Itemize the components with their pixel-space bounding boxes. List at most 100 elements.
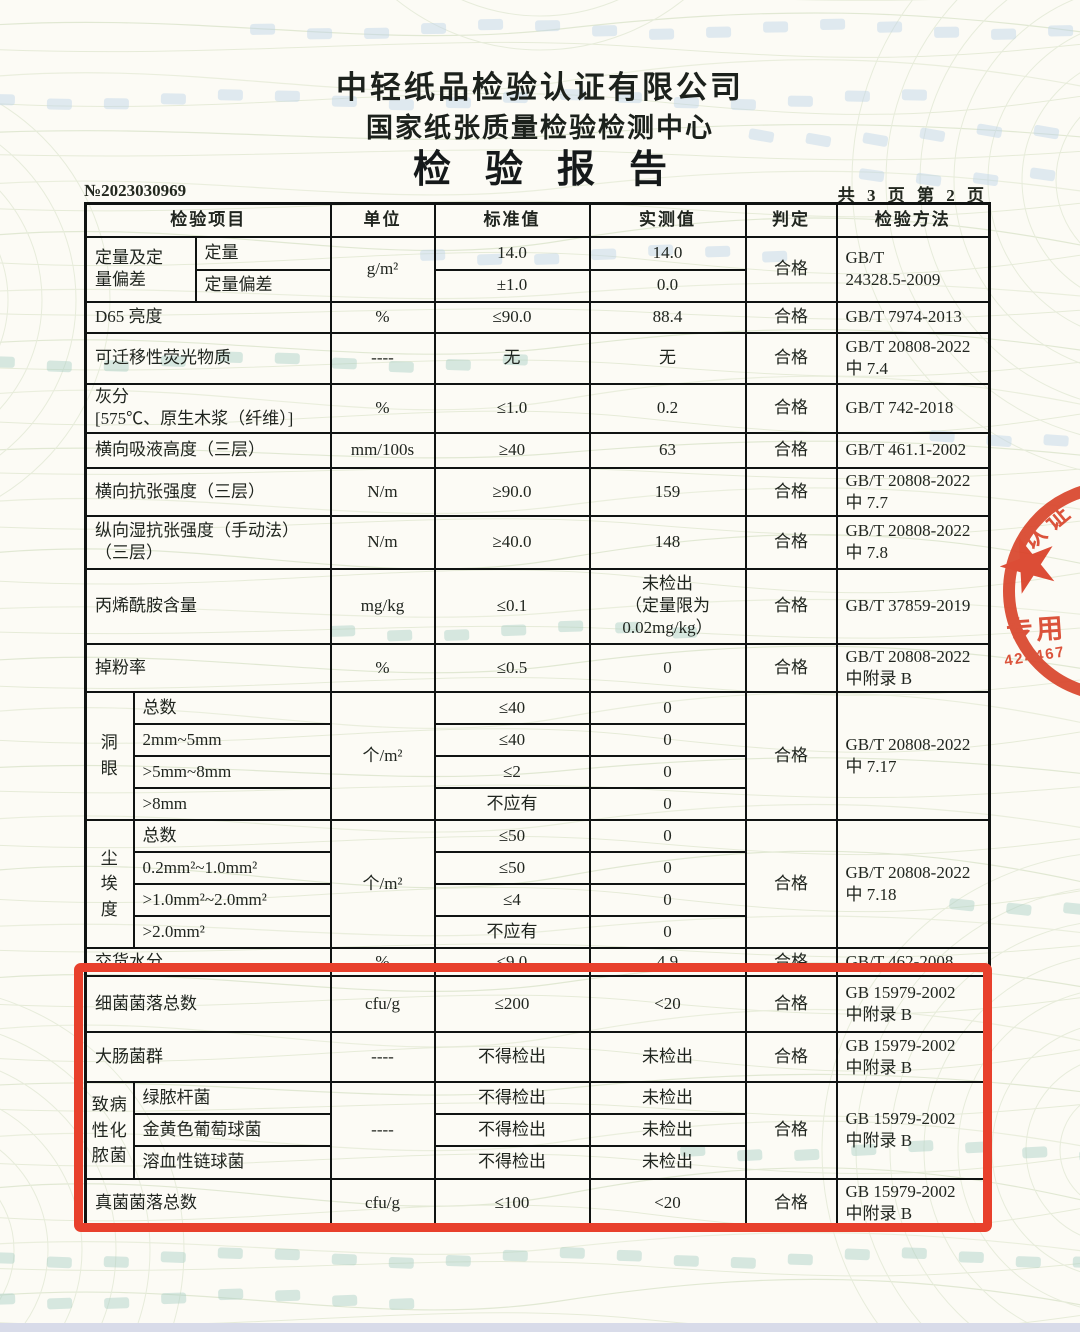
red-highlight-box bbox=[74, 963, 992, 1232]
table-cell: % bbox=[329, 382, 436, 434]
table-row: 洞 眼总数 个/m² ≤40 0 合格 GB/T 20808-2022 中 7.17 bbox=[84, 690, 991, 821]
table-cell: ≤4 bbox=[433, 882, 591, 917]
table-cell: 灰分 [575℃、原生木浆（纤维）] bbox=[84, 382, 332, 434]
table-row: D65 亮度% ≤90.0 88.4 合格 GB/T 7974-2013 bbox=[84, 300, 991, 334]
table-cell: 掉粉率 bbox=[84, 642, 332, 693]
table-cell: 致病 性化 脓菌 bbox=[84, 1080, 135, 1180]
table-cell: 尘 埃 度 bbox=[84, 818, 135, 949]
table-row: 可迁移性荧光物质 ---- 无无合格 GB/T 20808-2022 中 7.4 bbox=[84, 331, 991, 385]
report-title: 检验报告 bbox=[412, 149, 701, 191]
table-cell: GB/T 461.1-2002 bbox=[835, 431, 991, 469]
table-row: 金黄色葡萄球菌 不得检出 未检出 bbox=[86, 1112, 990, 1147]
table-row: 定量及定 量偏差 定量 g/m² 14.0 14.0 合格 GB/T 24328.5-200… bbox=[84, 235, 991, 303]
table-cell: 未检出 （定量限为 0.02mg/kg） bbox=[588, 567, 747, 645]
table-cell: 大肠菌群 bbox=[84, 1030, 332, 1083]
table-cell: ≤0.5 bbox=[433, 642, 591, 693]
table-row: >2.0mm² 不应有 0 bbox=[86, 914, 990, 949]
scan-edge-strip bbox=[0, 1323, 1080, 1332]
table-row: 致病 性化 脓菌 绿脓杆菌 ---- 不得检出 未检出 合格 GB 15979-2002 中… bbox=[84, 1080, 991, 1180]
table-cell: 0 bbox=[588, 850, 747, 885]
stamp-label: 专用 bbox=[1005, 612, 1068, 648]
table-cell: ---- bbox=[329, 1080, 436, 1180]
table-cell: 不得检出 bbox=[433, 1030, 591, 1083]
table-cell: 2mm~5mm bbox=[132, 722, 332, 757]
table-cell: 0 bbox=[588, 882, 747, 917]
table-cell: 不应有 bbox=[433, 786, 591, 821]
table-row: 尘 埃 度总数 个/m² ≤50 0 合格 GB/T 20808-2022 中 7.18 bbox=[84, 818, 991, 949]
table-cell: % bbox=[329, 300, 436, 334]
table-cell: GB 15979-2002 中附录 B bbox=[835, 1030, 991, 1083]
report-table: 检验项目 单位 标准值 实测值 判定 检验方法 定量及定 量偏差 定量 g/m² 14.0 14.0… bbox=[84, 202, 991, 1230]
table-cell: 总数 bbox=[132, 690, 332, 725]
table-cell: 148 bbox=[588, 514, 747, 570]
table-cell: GB/T 20808-2022 中 7.18 bbox=[835, 818, 991, 949]
table-row: 横向吸液高度（三层） mm/100s ≥40 63 合格 GB/T 461.1-2002 bbox=[84, 431, 991, 469]
table-cell: ≤40 bbox=[433, 690, 591, 725]
table-cell: GB/T 7974-2013 bbox=[835, 300, 991, 334]
table-cell: 合格 bbox=[744, 567, 838, 645]
table-row: 真菌菌落总数 cfu/g ≤100 <20 合格 GB 15979-2002 中附录 B bbox=[84, 1177, 991, 1229]
table-cell: cfu/g bbox=[329, 974, 436, 1033]
table-row: 纵向湿抗张强度（手动法） （三层） N/m ≥40.0 148 合格 GB/T 20808… bbox=[84, 514, 991, 570]
company-title: 中轻纸品检验认证有限公司 bbox=[336, 70, 744, 105]
table-cell: >2.0mm² bbox=[132, 914, 332, 949]
table-cell: ≤50 bbox=[433, 850, 591, 885]
table-cell: 159 bbox=[588, 466, 747, 517]
table-row: >5mm~8mm ≤2 0 bbox=[86, 754, 990, 789]
table-header-cell: 检验项目 bbox=[84, 202, 332, 238]
table-header-cell: 标准值 bbox=[433, 202, 591, 238]
table-cell: 合格 bbox=[744, 1030, 838, 1083]
table-cell: GB/T 20808-2022 中 7.17 bbox=[835, 690, 991, 821]
table-cell: mg/kg bbox=[329, 567, 436, 645]
table-cell: >5mm~8mm bbox=[132, 754, 332, 789]
table-cell: 未检出 bbox=[588, 1080, 747, 1115]
table-cell: N/m bbox=[329, 466, 436, 517]
table-cell: GB 15979-2002 中附录 B bbox=[835, 1177, 991, 1229]
table-cell: ---- bbox=[329, 331, 436, 385]
table-cell: ≤40 bbox=[433, 722, 591, 757]
table-row: 溶血性链球菌 不得检出 未检出 bbox=[86, 1144, 990, 1180]
table-row: 2mm~5mm ≤40 0 bbox=[86, 722, 990, 757]
certification-stamp: 认证 ★ 专用 424467 bbox=[1000, 476, 1080, 708]
table-row: 横向抗张强度（三层） N/m ≥90.0 159 合格 GB/T 20808-2022 中… bbox=[84, 466, 991, 517]
table-row: 大肠菌群 ---- 不得检出 未检出 合格 GB 15979-2002 中附录 B bbox=[84, 1030, 991, 1083]
table-cell: 14.0 bbox=[433, 235, 591, 271]
table-cell: 0 bbox=[588, 786, 747, 821]
table-row: 掉粉率% ≤0.5 0 合格 GB/T 20808-2022 中附录 B bbox=[84, 642, 991, 693]
table-cell: 不得检出 bbox=[433, 1112, 591, 1147]
page-info: 共 3 页 第 2 页 bbox=[837, 186, 988, 205]
table-cell: 不得检出 bbox=[433, 1080, 591, 1115]
table-cell: GB 15979-2002 中附录 B bbox=[835, 974, 991, 1033]
table-header-cell: 检验方法 bbox=[835, 202, 991, 238]
table-cell: 0 bbox=[588, 818, 747, 853]
table-cell: 0 bbox=[588, 914, 747, 949]
table-cell: 合格 bbox=[744, 235, 838, 303]
table-cell: GB/T 20808-2022 中 7.8 bbox=[835, 514, 991, 570]
table-cell: 总数 bbox=[132, 818, 332, 853]
table-cell: 0 bbox=[588, 690, 747, 725]
table-cell: GB/T 20808-2022 中 7.4 bbox=[835, 331, 991, 385]
table-cell: ±1.0 bbox=[433, 268, 591, 303]
table-cell: N/m bbox=[329, 514, 436, 570]
table-cell: ≥40.0 bbox=[433, 514, 591, 570]
table-cell: 合格 bbox=[744, 974, 838, 1033]
table-cell: 横向吸液高度（三层） bbox=[84, 431, 332, 469]
table-header-cell: 实测值 bbox=[588, 202, 747, 238]
table-cell: GB/T 742-2018 bbox=[835, 382, 991, 434]
table-cell: 丙烯酰胺含量 bbox=[84, 567, 332, 645]
table-cell: 不应有 bbox=[433, 914, 591, 949]
table-row: >1.0mm²~2.0mm² ≤4 0 bbox=[86, 882, 990, 917]
table-cell: 细菌菌落总数 bbox=[84, 974, 332, 1033]
star-icon: ★ bbox=[1000, 529, 1072, 601]
table-row: 定量偏差 ±1.0 0.0 bbox=[86, 268, 990, 303]
table-cell: 定量偏差 bbox=[194, 268, 332, 303]
table-cell: 合格 bbox=[744, 382, 838, 434]
table-cell: >1.0mm²~2.0mm² bbox=[132, 882, 332, 917]
table-cell: 金黄色葡萄球菌 bbox=[132, 1112, 332, 1147]
table-cell: 无 bbox=[433, 331, 591, 385]
table-row: 检验项目 单位 标准值 实测值 判定 检验方法 bbox=[84, 202, 991, 238]
table-cell: 合格 bbox=[744, 514, 838, 570]
table-cell: ≤2 bbox=[433, 754, 591, 789]
table-cell: 14.0 bbox=[588, 235, 747, 271]
